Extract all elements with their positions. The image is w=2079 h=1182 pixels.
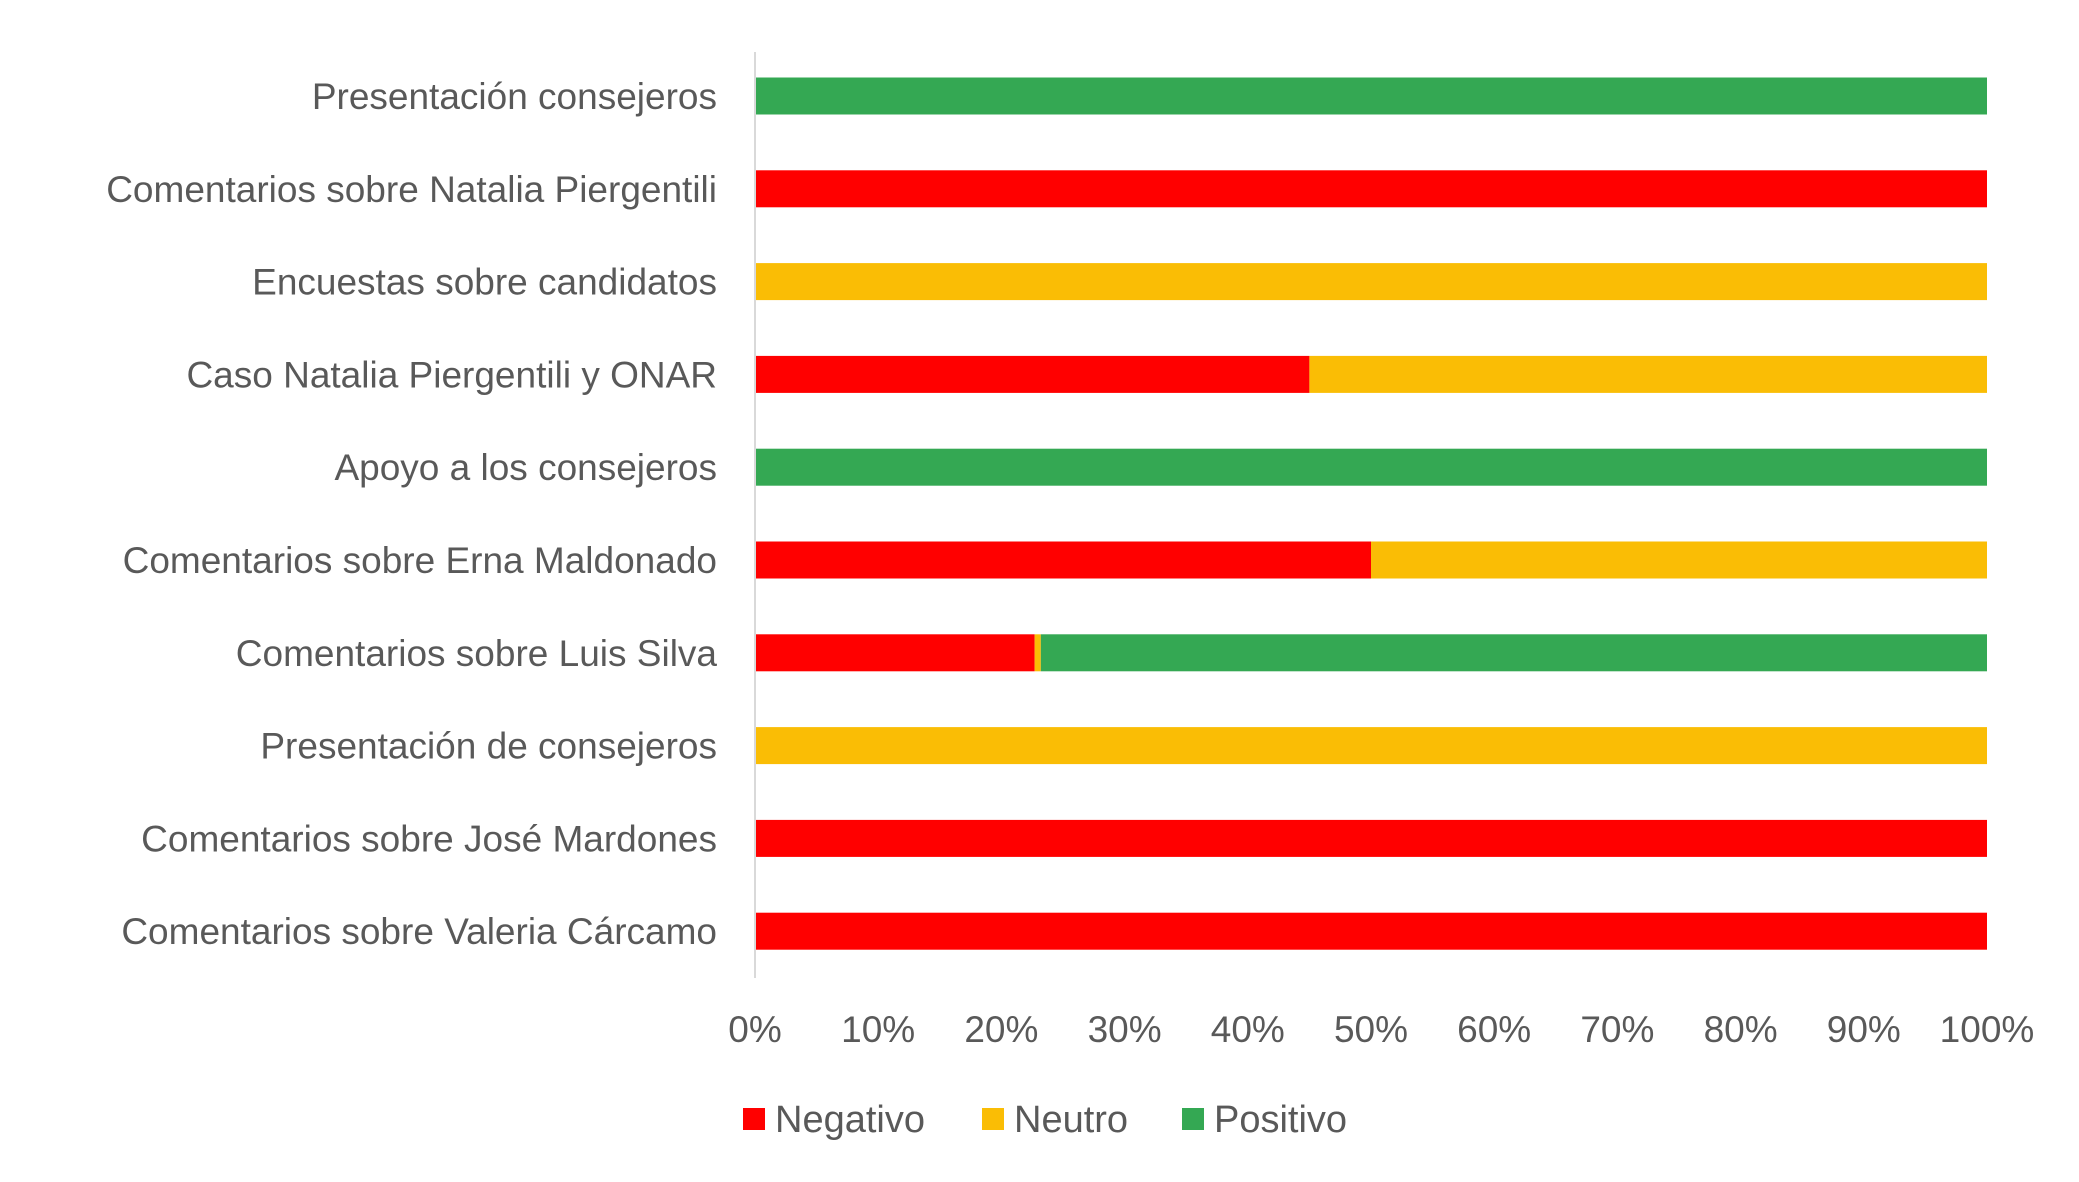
bar-segment-positivo: [755, 448, 1987, 486]
x-tick-label: 80%: [1704, 1009, 1778, 1050]
category-label: Comentarios sobre Valeria Cárcamo: [121, 911, 717, 952]
x-tick-label: 70%: [1580, 1009, 1654, 1050]
legend-label: Positivo: [1214, 1099, 1347, 1141]
legend-swatch: [1182, 1108, 1204, 1130]
legend-item-neutro: Neutro: [982, 1099, 1128, 1141]
bar-segment-negativo: [755, 541, 1371, 579]
bar-segment-negativo: [755, 819, 1987, 857]
bar-segment-negativo: [755, 912, 1987, 950]
bar-segment-positivo: [1040, 634, 1987, 672]
legend-label: Negativo: [775, 1099, 925, 1141]
bar-segment-neutro: [1034, 634, 1041, 672]
legend-item-negativo: Negativo: [743, 1099, 925, 1141]
x-tick-label: 60%: [1457, 1009, 1531, 1050]
category-label: Comentarios sobre Erna Maldonado: [123, 540, 717, 581]
legend-label: Neutro: [1014, 1099, 1128, 1141]
x-tick-label: 30%: [1088, 1009, 1162, 1050]
x-tick-label: 10%: [841, 1009, 915, 1050]
bar-segment-neutro: [1309, 355, 1987, 393]
x-tick-label: 0%: [728, 1009, 781, 1050]
x-tick-label: 40%: [1211, 1009, 1285, 1050]
x-tick-label: 90%: [1827, 1009, 1901, 1050]
bar-segment-negativo: [755, 634, 1035, 672]
category-label: Presentación consejeros: [312, 76, 717, 117]
category-label: Encuestas sobre candidatos: [252, 262, 717, 303]
legend-swatch: [743, 1108, 765, 1130]
bar-segment-neutro: [755, 263, 1987, 301]
bar-segment-negativo: [755, 170, 1987, 208]
category-label: Comentarios sobre Luis Silva: [236, 633, 718, 674]
x-tick-label: 50%: [1334, 1009, 1408, 1050]
bar-segment-neutro: [1371, 541, 1987, 579]
x-tick-label: 100%: [1940, 1009, 2035, 1050]
category-label: Apoyo a los consejeros: [334, 447, 717, 488]
category-label: Comentarios sobre Natalia Piergentili: [106, 169, 717, 210]
category-label: Comentarios sobre José Mardones: [141, 818, 717, 859]
bar-segment-negativo: [755, 355, 1310, 393]
legend-swatch: [982, 1108, 1004, 1130]
bar-segment-positivo: [755, 77, 1987, 115]
category-label: Presentación de consejeros: [260, 726, 717, 767]
x-tick-label: 20%: [964, 1009, 1038, 1050]
legend-item-positivo: Positivo: [1182, 1099, 1347, 1141]
bar-segment-neutro: [755, 727, 1987, 765]
category-label: Caso Natalia Piergentili y ONAR: [186, 354, 717, 395]
